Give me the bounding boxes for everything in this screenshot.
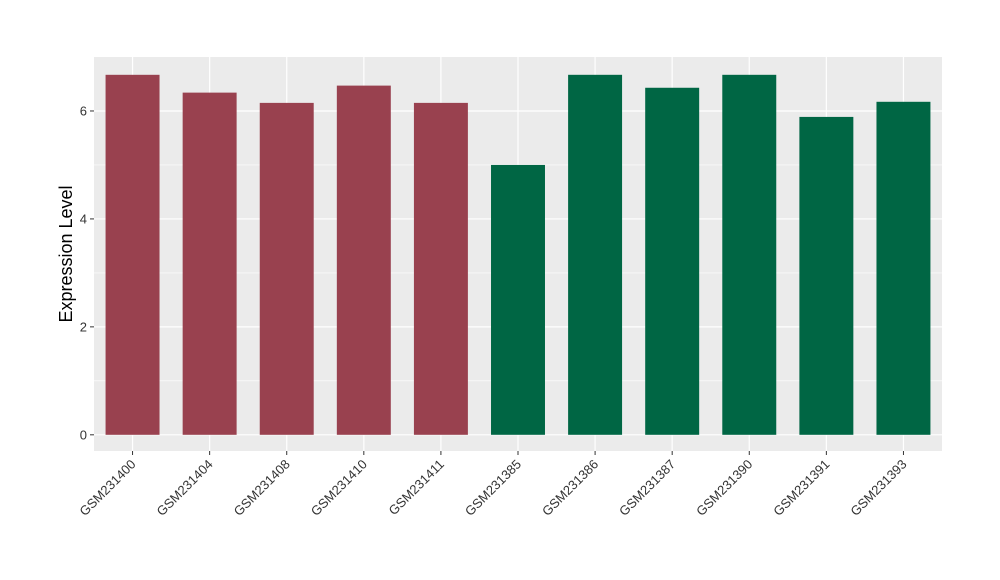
bar-GSM231391 [799,116,854,435]
bar-GSM231393 [876,101,931,435]
x-tick-label: GSM231385 [462,457,524,519]
x-tick-label: GSM231391 [770,457,832,519]
bar-GSM231400 [105,74,160,435]
y-tick-label: 2 [80,319,87,334]
bar-GSM231390 [722,74,777,435]
bar-GSM231386 [568,74,623,435]
y-axis: 0 2 4 6 [80,103,94,442]
bar-GSM231408 [259,102,314,435]
x-tick-label: GSM231387 [616,457,678,519]
x-tick-label: GSM231386 [539,457,601,519]
y-tick-label: 4 [80,211,87,226]
x-tick-label: GSM231410 [308,457,370,519]
bar-GSM231404 [182,92,237,435]
x-tick-label: GSM231393 [847,457,909,519]
bar-GSM231411 [413,102,468,435]
bar-GSM231410 [336,85,391,435]
bar-GSM231385 [491,164,545,435]
y-tick-label: 0 [80,427,87,442]
x-axis: GSM231400 GSM231404 GSM231408 GSM231410 GSM2… [76,451,910,519]
x-tick-label: GSM231400 [76,457,138,519]
bars [105,74,931,435]
x-tick-label: GSM231390 [693,457,755,519]
x-tick-label: GSM231408 [231,457,293,519]
y-tick-label: 6 [80,103,87,118]
bar-GSM231387 [645,87,700,435]
x-tick-label: GSM231411 [385,457,447,519]
x-tick-label: GSM231404 [154,457,216,519]
y-axis-title: Expression Level [56,185,76,322]
